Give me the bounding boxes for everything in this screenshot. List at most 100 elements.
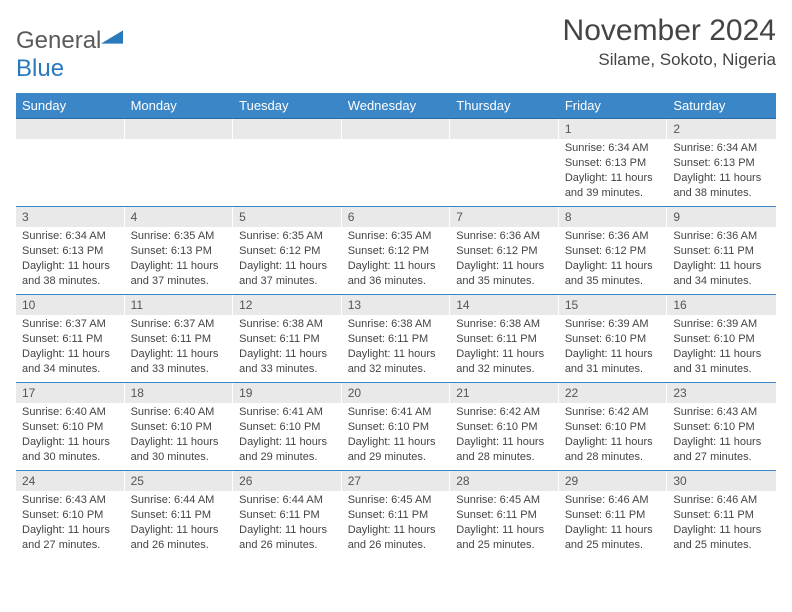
sunrise-text: Sunrise: 6:36 AM [565, 229, 662, 244]
calendar-body: 1Sunrise: 6:34 AMSunset: 6:13 PMDaylight… [16, 119, 776, 559]
calendar-day-cell: 26Sunrise: 6:44 AMSunset: 6:11 PMDayligh… [233, 471, 342, 559]
calendar-table: Sunday Monday Tuesday Wednesday Thursday… [16, 93, 776, 559]
daylight-text: Daylight: 11 hours and 39 minutes. [565, 171, 662, 201]
day-number: 5 [233, 207, 342, 227]
daylight-text: Daylight: 11 hours and 36 minutes. [348, 259, 445, 289]
calendar-day-cell: 24Sunrise: 6:43 AMSunset: 6:10 PMDayligh… [16, 471, 125, 559]
daylight-text: Daylight: 11 hours and 30 minutes. [22, 435, 119, 465]
calendar-day-cell [16, 119, 125, 207]
sunrise-text: Sunrise: 6:43 AM [673, 405, 770, 420]
calendar-day-cell: 28Sunrise: 6:45 AMSunset: 6:11 PMDayligh… [450, 471, 559, 559]
day-content: Sunrise: 6:45 AMSunset: 6:11 PMDaylight:… [342, 491, 451, 556]
sunset-text: Sunset: 6:10 PM [348, 420, 445, 435]
sunset-text: Sunset: 6:11 PM [348, 508, 445, 523]
daylight-text: Daylight: 11 hours and 28 minutes. [456, 435, 553, 465]
day-content: Sunrise: 6:35 AMSunset: 6:13 PMDaylight:… [125, 227, 234, 292]
daylight-text: Daylight: 11 hours and 26 minutes. [239, 523, 336, 553]
calendar-day-cell: 16Sunrise: 6:39 AMSunset: 6:10 PMDayligh… [667, 295, 776, 383]
sunset-text: Sunset: 6:11 PM [673, 244, 770, 259]
calendar-day-cell: 30Sunrise: 6:46 AMSunset: 6:11 PMDayligh… [667, 471, 776, 559]
calendar-week-row: 10Sunrise: 6:37 AMSunset: 6:11 PMDayligh… [16, 295, 776, 383]
sunrise-text: Sunrise: 6:44 AM [131, 493, 228, 508]
location-text: Silame, Sokoto, Nigeria [563, 50, 776, 70]
day-number: 1 [559, 119, 668, 139]
day-content: Sunrise: 6:34 AMSunset: 6:13 PMDaylight:… [667, 139, 776, 204]
day-content: Sunrise: 6:42 AMSunset: 6:10 PMDaylight:… [450, 403, 559, 468]
day-number: 28 [450, 471, 559, 491]
day-number: 23 [667, 383, 776, 403]
sunset-text: Sunset: 6:11 PM [131, 332, 228, 347]
day-content: Sunrise: 6:38 AMSunset: 6:11 PMDaylight:… [450, 315, 559, 380]
sunrise-text: Sunrise: 6:37 AM [131, 317, 228, 332]
calendar-week-row: 17Sunrise: 6:40 AMSunset: 6:10 PMDayligh… [16, 383, 776, 471]
day-content: Sunrise: 6:38 AMSunset: 6:11 PMDaylight:… [342, 315, 451, 380]
dayheader-wed: Wednesday [342, 93, 451, 119]
calendar-day-cell: 21Sunrise: 6:42 AMSunset: 6:10 PMDayligh… [450, 383, 559, 471]
calendar-day-cell: 9Sunrise: 6:36 AMSunset: 6:11 PMDaylight… [667, 207, 776, 295]
month-title: November 2024 [563, 14, 776, 48]
sunrise-text: Sunrise: 6:36 AM [456, 229, 553, 244]
daylight-text: Daylight: 11 hours and 37 minutes. [131, 259, 228, 289]
calendar-day-cell: 10Sunrise: 6:37 AMSunset: 6:11 PMDayligh… [16, 295, 125, 383]
brand-logo: General Blue [16, 14, 123, 83]
sunrise-text: Sunrise: 6:42 AM [565, 405, 662, 420]
calendar-day-cell: 25Sunrise: 6:44 AMSunset: 6:11 PMDayligh… [125, 471, 234, 559]
sunset-text: Sunset: 6:11 PM [239, 332, 336, 347]
calendar-day-cell: 4Sunrise: 6:35 AMSunset: 6:13 PMDaylight… [125, 207, 234, 295]
sunrise-text: Sunrise: 6:36 AM [673, 229, 770, 244]
day-number: 8 [559, 207, 668, 227]
sunset-text: Sunset: 6:10 PM [565, 332, 662, 347]
sunset-text: Sunset: 6:10 PM [239, 420, 336, 435]
day-number [342, 119, 451, 139]
daylight-text: Daylight: 11 hours and 34 minutes. [22, 347, 119, 377]
sunset-text: Sunset: 6:10 PM [22, 508, 119, 523]
day-number: 27 [342, 471, 451, 491]
daylight-text: Daylight: 11 hours and 31 minutes. [565, 347, 662, 377]
page-header: General Blue November 2024 Silame, Sokot… [16, 14, 776, 83]
daylight-text: Daylight: 11 hours and 26 minutes. [348, 523, 445, 553]
sunset-text: Sunset: 6:13 PM [565, 156, 662, 171]
sunrise-text: Sunrise: 6:37 AM [22, 317, 119, 332]
sunrise-text: Sunrise: 6:39 AM [565, 317, 662, 332]
daylight-text: Daylight: 11 hours and 32 minutes. [456, 347, 553, 377]
day-content: Sunrise: 6:44 AMSunset: 6:11 PMDaylight:… [125, 491, 234, 556]
calendar-day-cell: 5Sunrise: 6:35 AMSunset: 6:12 PMDaylight… [233, 207, 342, 295]
day-number: 7 [450, 207, 559, 227]
calendar-day-cell [450, 119, 559, 207]
sunset-text: Sunset: 6:11 PM [348, 332, 445, 347]
day-content: Sunrise: 6:39 AMSunset: 6:10 PMDaylight:… [559, 315, 668, 380]
daylight-text: Daylight: 11 hours and 35 minutes. [565, 259, 662, 289]
daylight-text: Daylight: 11 hours and 25 minutes. [565, 523, 662, 553]
daylight-text: Daylight: 11 hours and 28 minutes. [565, 435, 662, 465]
day-number: 20 [342, 383, 451, 403]
sunset-text: Sunset: 6:11 PM [565, 508, 662, 523]
title-block: November 2024 Silame, Sokoto, Nigeria [563, 14, 776, 70]
day-content: Sunrise: 6:45 AMSunset: 6:11 PMDaylight:… [450, 491, 559, 556]
calendar-day-cell: 17Sunrise: 6:40 AMSunset: 6:10 PMDayligh… [16, 383, 125, 471]
day-content: Sunrise: 6:46 AMSunset: 6:11 PMDaylight:… [667, 491, 776, 556]
day-content: Sunrise: 6:42 AMSunset: 6:10 PMDaylight:… [559, 403, 668, 468]
sunrise-text: Sunrise: 6:38 AM [348, 317, 445, 332]
day-number: 22 [559, 383, 668, 403]
sunset-text: Sunset: 6:11 PM [456, 332, 553, 347]
day-number: 9 [667, 207, 776, 227]
daylight-text: Daylight: 11 hours and 38 minutes. [22, 259, 119, 289]
calendar-week-row: 24Sunrise: 6:43 AMSunset: 6:10 PMDayligh… [16, 471, 776, 559]
day-number: 30 [667, 471, 776, 491]
day-content: Sunrise: 6:46 AMSunset: 6:11 PMDaylight:… [559, 491, 668, 556]
sunrise-text: Sunrise: 6:39 AM [673, 317, 770, 332]
day-content: Sunrise: 6:41 AMSunset: 6:10 PMDaylight:… [342, 403, 451, 468]
sunrise-text: Sunrise: 6:46 AM [565, 493, 662, 508]
brand-text: General Blue [16, 26, 123, 83]
day-content: Sunrise: 6:39 AMSunset: 6:10 PMDaylight:… [667, 315, 776, 380]
sunrise-text: Sunrise: 6:35 AM [131, 229, 228, 244]
day-number: 4 [125, 207, 234, 227]
calendar-week-row: 3Sunrise: 6:34 AMSunset: 6:13 PMDaylight… [16, 207, 776, 295]
sunrise-text: Sunrise: 6:44 AM [239, 493, 336, 508]
calendar-day-cell: 27Sunrise: 6:45 AMSunset: 6:11 PMDayligh… [342, 471, 451, 559]
calendar-day-cell: 7Sunrise: 6:36 AMSunset: 6:12 PMDaylight… [450, 207, 559, 295]
sunrise-text: Sunrise: 6:45 AM [456, 493, 553, 508]
day-number: 17 [16, 383, 125, 403]
brand-part2: Blue [16, 55, 64, 82]
calendar-day-cell [342, 119, 451, 207]
